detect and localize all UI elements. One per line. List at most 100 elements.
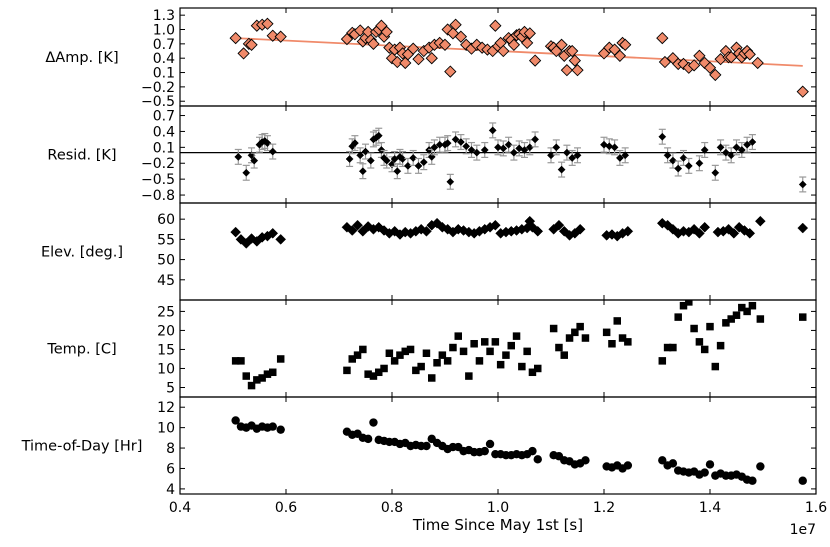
data-point xyxy=(624,338,632,346)
data-point xyxy=(576,322,584,331)
y-tick-label: −0.2 xyxy=(141,80,175,96)
data-point xyxy=(732,311,741,319)
data-point xyxy=(494,143,502,152)
data-point xyxy=(237,47,250,60)
data-point xyxy=(359,345,367,354)
data-point xyxy=(695,338,704,346)
data-point xyxy=(497,44,510,58)
y-tick-label: 55 xyxy=(157,232,175,248)
data-point xyxy=(703,61,717,74)
data-point xyxy=(528,446,537,456)
data-point xyxy=(403,161,412,170)
data-point xyxy=(263,139,272,148)
data-point xyxy=(242,372,250,380)
data-point xyxy=(727,151,736,160)
data-point xyxy=(674,164,683,173)
data-point xyxy=(443,139,452,148)
data-point xyxy=(358,167,367,176)
data-point xyxy=(401,347,409,356)
y-tick-label: −0.2 xyxy=(141,156,175,172)
data-point xyxy=(385,349,394,358)
data-point xyxy=(267,227,279,239)
data-point xyxy=(275,234,287,245)
data-point xyxy=(454,30,468,43)
data-point xyxy=(481,338,489,346)
data-point xyxy=(674,313,682,321)
data-point xyxy=(677,57,690,71)
data-point xyxy=(695,159,704,168)
y-tick-label: 0.1 xyxy=(153,140,175,156)
data-point xyxy=(518,362,526,371)
data-point xyxy=(459,347,468,356)
data-point xyxy=(245,38,258,51)
data-point xyxy=(571,64,584,77)
data-point xyxy=(533,455,542,464)
panel-amp-data xyxy=(229,17,809,98)
data-point xyxy=(693,49,706,62)
data-point xyxy=(229,31,242,45)
data-point xyxy=(380,25,393,39)
data-point xyxy=(412,53,425,66)
y-tick-label: 4 xyxy=(166,482,175,498)
data-point xyxy=(622,225,634,237)
data-point xyxy=(700,146,709,154)
data-point xyxy=(430,143,439,152)
data-point xyxy=(669,343,677,352)
data-point xyxy=(728,227,740,239)
data-point xyxy=(711,362,720,371)
data-point xyxy=(446,177,455,186)
data-point xyxy=(361,147,370,156)
data-point xyxy=(528,368,537,377)
data-point xyxy=(521,36,534,50)
x-tick-label: 0.8 xyxy=(381,500,403,516)
data-point xyxy=(488,126,497,135)
data-point xyxy=(489,19,502,32)
y-tick-label: 1.0 xyxy=(153,23,175,39)
data-point xyxy=(346,225,358,236)
data-point xyxy=(573,151,582,160)
data-point xyxy=(231,416,240,425)
data-point xyxy=(507,38,521,51)
data-point xyxy=(581,334,590,342)
data-point xyxy=(605,142,614,151)
data-point xyxy=(613,49,627,62)
panel-resid-data xyxy=(180,122,816,193)
data-point xyxy=(555,343,563,352)
data-point xyxy=(534,364,542,373)
data-point xyxy=(532,225,544,237)
data-point xyxy=(799,313,807,321)
data-point xyxy=(711,168,720,177)
data-point xyxy=(470,339,478,348)
data-point xyxy=(679,153,688,162)
data-point xyxy=(475,357,484,365)
data-point xyxy=(619,38,632,51)
data-point xyxy=(658,456,667,465)
data-point xyxy=(485,439,495,449)
data-point xyxy=(366,156,375,165)
data-point xyxy=(608,339,616,348)
data-point xyxy=(748,476,757,485)
data-point xyxy=(658,55,672,69)
data-point xyxy=(507,341,515,350)
data-point xyxy=(706,322,714,331)
data-point xyxy=(687,59,701,72)
data-point xyxy=(756,315,765,323)
data-point xyxy=(602,328,611,337)
y-tick-label: 0.7 xyxy=(153,37,175,53)
data-point xyxy=(467,146,476,154)
y-tick-label: 10 xyxy=(157,361,175,377)
data-point xyxy=(798,180,807,189)
data-point xyxy=(369,418,378,427)
panel-frame xyxy=(179,396,817,495)
y-tick-label: 10 xyxy=(157,421,175,437)
data-point xyxy=(509,148,518,157)
y-tick-label: 1.3 xyxy=(153,8,175,24)
data-point xyxy=(523,347,531,356)
data-point xyxy=(369,372,378,380)
y-tick-label: 8 xyxy=(166,441,175,457)
data-point xyxy=(610,143,619,152)
data-point xyxy=(560,64,574,77)
data-point xyxy=(454,332,462,340)
data-point xyxy=(449,343,457,352)
data-point xyxy=(345,155,354,163)
